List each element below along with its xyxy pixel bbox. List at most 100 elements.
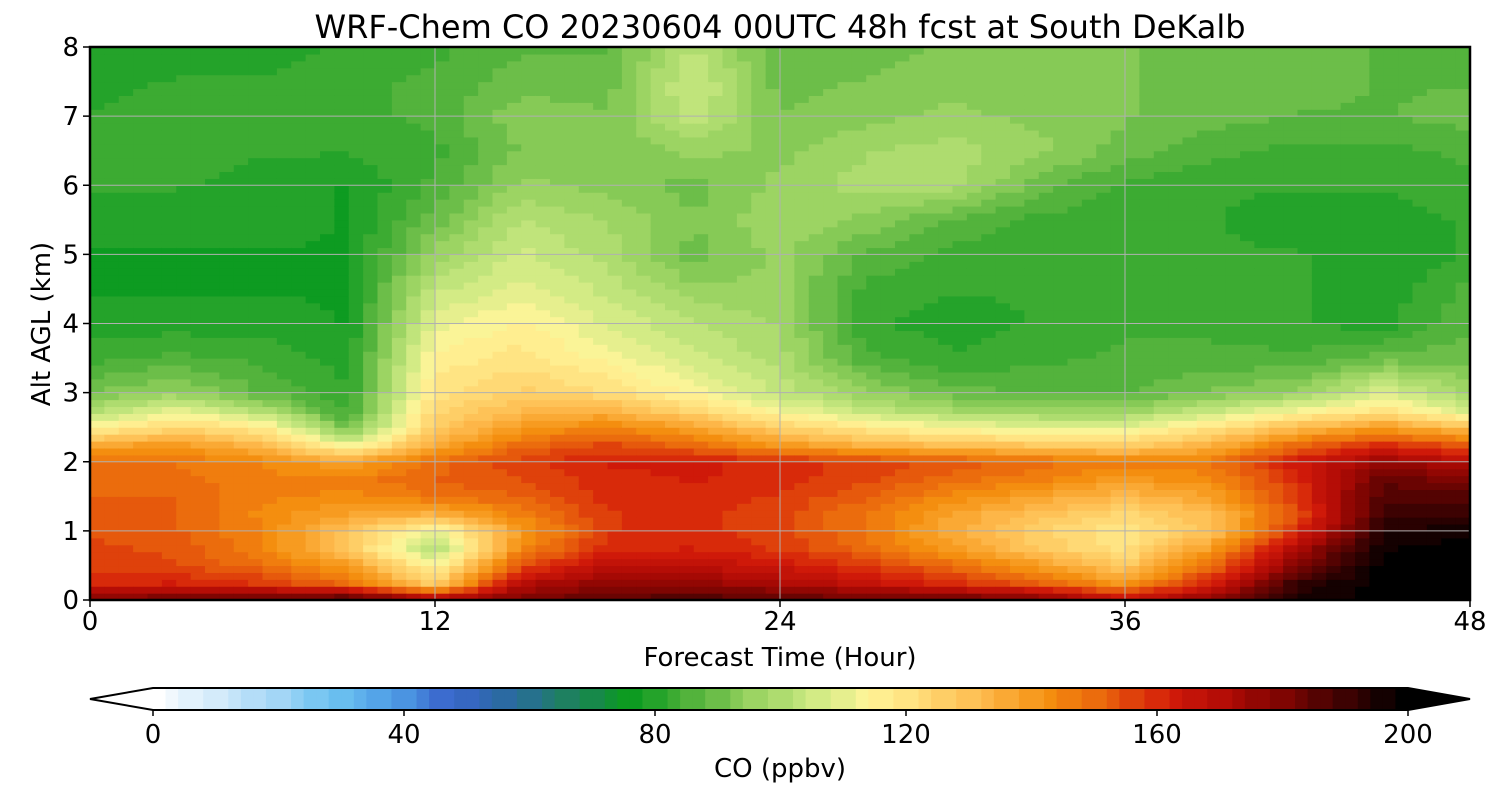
contour-cell	[823, 406, 839, 414]
contour-cell	[233, 109, 249, 117]
contour-cell	[435, 60, 450, 69]
contour-cell	[506, 212, 522, 221]
contour-cell	[406, 53, 422, 62]
contour-cell	[276, 468, 292, 477]
contour-cell	[506, 240, 522, 249]
contour-cell	[406, 503, 422, 511]
contour-cell	[693, 288, 709, 297]
contour-cell	[521, 399, 537, 408]
contour-cell	[780, 261, 795, 269]
contour-cell	[650, 447, 666, 456]
contour-cell	[535, 544, 551, 553]
contour-cell	[420, 295, 436, 304]
contour-cell	[708, 102, 724, 110]
contour-cell	[104, 337, 120, 345]
contour-cell	[808, 275, 824, 283]
contour-cell	[736, 413, 752, 421]
contour-cell	[564, 164, 580, 173]
contour-cell	[478, 295, 494, 304]
contour-cell	[736, 302, 752, 311]
contour-cell	[665, 164, 680, 173]
contour-cell	[952, 558, 968, 567]
contour-cell	[363, 503, 379, 511]
contour-cell	[363, 254, 379, 262]
contour-cell	[406, 143, 422, 152]
contour-cell	[665, 199, 680, 207]
contour-cell	[751, 586, 767, 594]
contour-cell	[276, 171, 292, 179]
contour-cell	[938, 330, 954, 338]
contour-cell	[406, 192, 422, 200]
contour-cell	[219, 544, 235, 553]
contour-cell	[104, 454, 120, 463]
contour-cell	[708, 88, 724, 96]
contour-cell	[693, 60, 709, 69]
contour-cell	[118, 586, 134, 594]
contour-cell	[880, 399, 896, 408]
contour-cell	[650, 420, 666, 428]
contour-cell	[262, 74, 278, 83]
contour-cell	[722, 530, 738, 539]
contour-cell	[492, 579, 508, 587]
contour-cell	[291, 530, 307, 539]
contour-cell	[693, 530, 709, 539]
contour-cell	[535, 53, 551, 62]
contour-cell	[650, 530, 666, 539]
contour-cell	[248, 102, 264, 110]
contour-cell	[578, 233, 594, 242]
contour-cell	[492, 136, 508, 145]
contour-cell	[449, 67, 465, 76]
contour-cell	[233, 316, 249, 325]
contour-cell	[348, 544, 364, 553]
contour-cell	[161, 434, 177, 442]
contour-cell	[506, 323, 522, 332]
contour-cell	[938, 316, 954, 325]
contour-cell	[564, 116, 580, 124]
contour-cell	[391, 468, 407, 477]
contour-cell	[478, 572, 494, 580]
contour-cell	[420, 510, 436, 518]
contour-cell	[895, 413, 910, 421]
contour-cell	[377, 593, 393, 600]
contour-cell	[751, 88, 767, 96]
contour-cell	[248, 517, 264, 525]
contour-cell	[147, 586, 163, 594]
contour-cell	[794, 199, 810, 207]
contour-cell	[320, 102, 335, 110]
contour-cell	[291, 164, 307, 173]
contour-cell	[161, 427, 177, 435]
contour-cell	[607, 378, 623, 387]
contour-cell	[133, 95, 149, 103]
contour-cell	[420, 482, 436, 490]
contour-cell	[535, 565, 551, 573]
contour-cell	[420, 226, 436, 235]
contour-cell	[363, 323, 379, 332]
contour-cell	[880, 406, 896, 414]
contour-cell	[952, 503, 968, 511]
contour-cell	[133, 371, 149, 380]
contour-cell	[363, 164, 379, 173]
contour-cell	[952, 378, 968, 387]
contour-cell	[104, 288, 120, 297]
contour-cell	[607, 523, 623, 532]
contour-cell	[866, 67, 882, 76]
contour-cell	[363, 468, 379, 477]
contour-cell	[147, 337, 163, 345]
contour-cell	[492, 503, 508, 511]
contour-cell	[722, 192, 738, 200]
contour-cell	[923, 129, 939, 138]
contour-cell	[938, 268, 954, 276]
contour-cell	[708, 95, 724, 103]
contour-cell	[521, 510, 537, 518]
contour-cell	[564, 558, 580, 567]
contour-cell	[291, 47, 307, 55]
contour-cell	[866, 496, 882, 504]
contour-cell	[751, 482, 767, 490]
contour-cell	[276, 385, 292, 394]
contour-cell	[406, 427, 422, 435]
contour-cell	[708, 316, 724, 325]
contour-cell	[118, 247, 134, 255]
contour-cell	[276, 288, 292, 297]
contour-cell	[880, 454, 896, 463]
contour-cell	[118, 47, 134, 55]
